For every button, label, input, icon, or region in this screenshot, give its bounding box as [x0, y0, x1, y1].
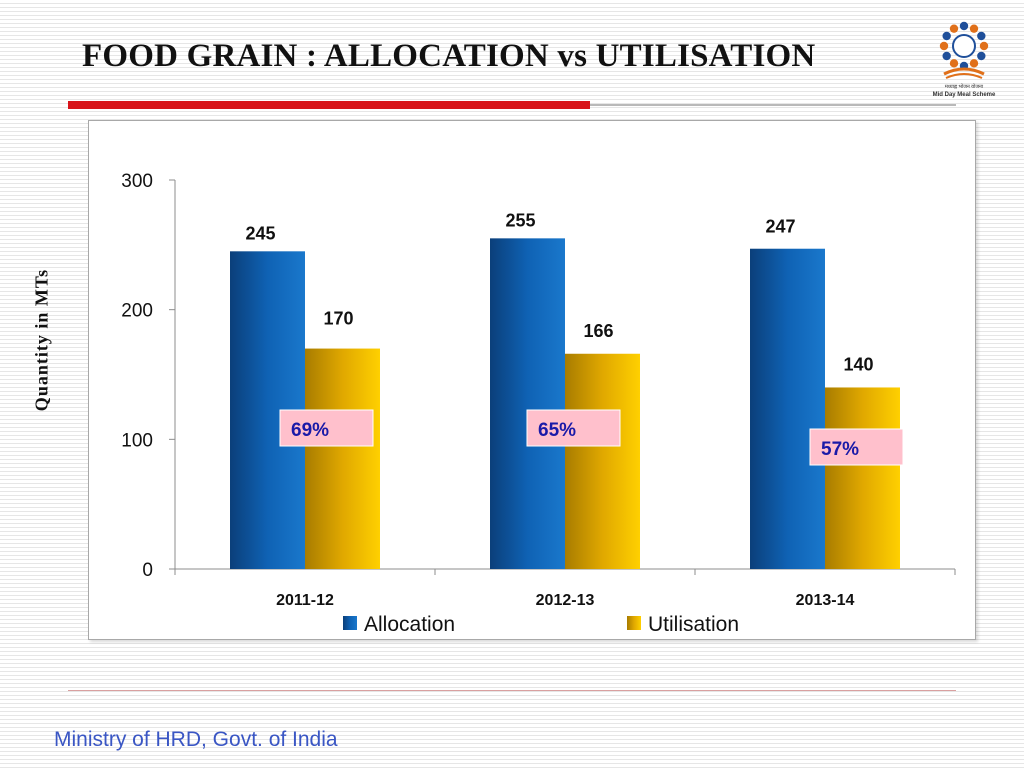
value-label: 255 [505, 210, 535, 230]
logo-text-hindi: मध्याह्न भोजन योजना [944, 84, 984, 90]
logo-emblem-icon [939, 21, 989, 79]
utilisation-legend-swatch [627, 616, 641, 630]
x-tick-label: 2011-12 [276, 592, 334, 609]
allocation-bar [750, 248, 825, 569]
allocation-legend-swatch [343, 616, 357, 630]
utilisation-bar [825, 387, 900, 569]
utilisation-percent-box [526, 409, 621, 447]
slide-title: FOOD GRAIN : ALLOCATION vs UTILISATION [82, 38, 816, 74]
value-label: 140 [843, 354, 873, 374]
y-tick-label: 100 [121, 430, 153, 451]
footer-text: Ministry of HRD, Govt. of India [54, 728, 338, 751]
mid-day-meal-logo: मध्याह्न भोजन योजना Mid Day Meal Scheme [928, 16, 1000, 102]
x-tick-label: 2012-13 [536, 592, 595, 609]
y-tick-label: 300 [121, 171, 153, 192]
y-tick-label: 0 [142, 560, 153, 581]
legend-label: Allocation [364, 613, 455, 636]
y-axis-title: Quantity in MTs [31, 268, 52, 412]
footer-rule [68, 690, 956, 691]
allocation-bar [490, 238, 565, 569]
utilisation-bar [305, 348, 380, 569]
title-rule-grey [590, 104, 956, 106]
logo-text-english: Mid Day Meal Scheme [932, 92, 996, 98]
value-label: 170 [323, 309, 353, 329]
utilisation-percent-label: 69% [291, 420, 329, 441]
utilisation-percent-box [809, 428, 904, 466]
utilisation-percent-box [279, 409, 374, 447]
value-label: 247 [765, 217, 795, 237]
value-label: 166 [583, 321, 613, 341]
utilisation-bar [565, 353, 640, 569]
utilisation-percent-label: 65% [538, 420, 576, 441]
utilisation-percent-label: 57% [821, 439, 859, 460]
title-rule-red [68, 101, 590, 109]
x-tick-label: 2013-14 [796, 592, 855, 609]
value-label: 245 [245, 223, 275, 243]
legend-label: Utilisation [648, 613, 739, 636]
y-tick-label: 200 [121, 301, 153, 322]
